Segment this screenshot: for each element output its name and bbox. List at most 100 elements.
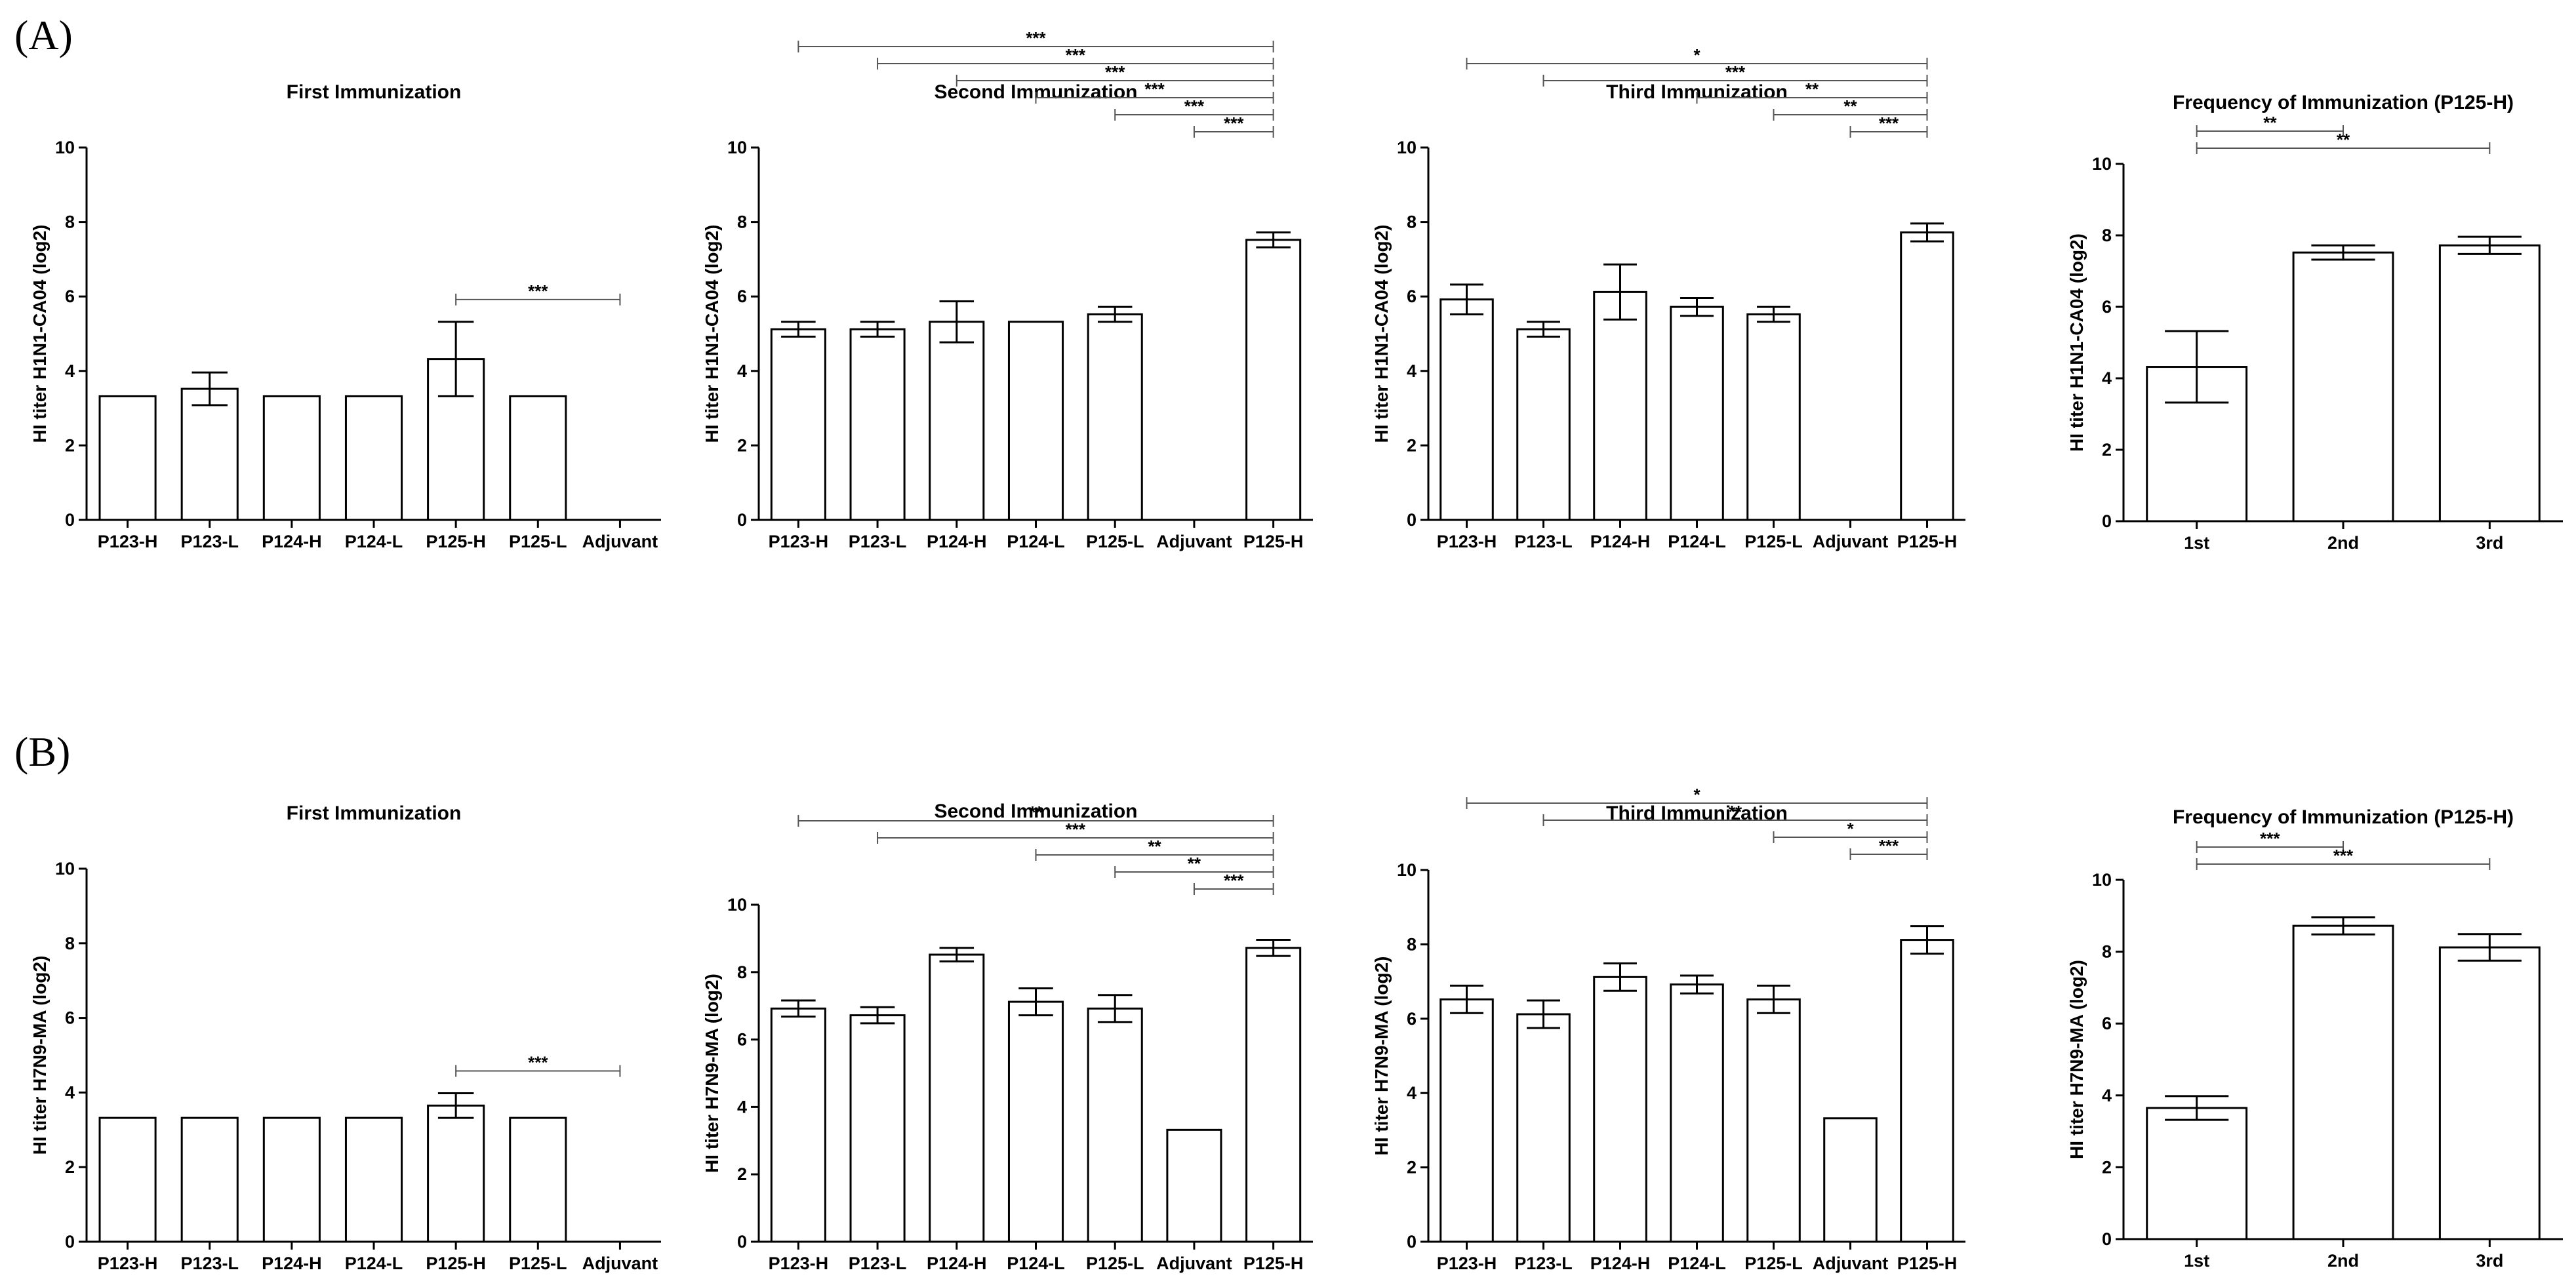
chart-b4-bar <box>2146 1107 2248 1240</box>
chart-b1-ytick-label: 2 <box>65 1157 75 1177</box>
chart-b3-bar <box>1593 976 1647 1243</box>
chart-a2-bar <box>849 328 906 521</box>
chart-a4-sig-label: ** <box>2337 130 2350 149</box>
chart-a2-sig-label: *** <box>1184 96 1205 116</box>
chart-a2-sig-label: *** <box>1026 28 1046 48</box>
chart-a4-xtick-label: 2nd <box>2327 533 2359 553</box>
chart-b3-xtick-label: P123-L <box>1514 1254 1573 1273</box>
chart-b1-ytick-label: 10 <box>55 859 75 879</box>
chart-b2-xtick-label: P125-L <box>1086 1254 1144 1273</box>
chart-a3-sig-label: ** <box>1843 96 1857 116</box>
chart-a4-xtick-label: 1st <box>2184 533 2209 553</box>
chart-b2-bar <box>849 1014 906 1243</box>
chart-a2-ytick-label: 4 <box>737 361 747 381</box>
chart-b2-bar <box>1007 1000 1064 1243</box>
chart-b2-sig-label: *** <box>1224 871 1244 890</box>
chart-b1-bar <box>180 1117 239 1243</box>
chart-a1-bar <box>427 358 485 521</box>
chart-a3-bar <box>1439 298 1494 521</box>
chart-b2-xtick-label: P124-H <box>927 1254 987 1273</box>
chart-b4-ytick-label: 4 <box>2102 1086 2112 1105</box>
chart-b3-bar <box>1516 1013 1571 1243</box>
chart-a1-ytick-label: 6 <box>65 287 75 306</box>
chart-b2-xtick-label: P123-H <box>769 1254 829 1273</box>
chart-a1-xtick-label: P125-L <box>509 532 567 551</box>
chart-b2-ytick-label: 6 <box>737 1030 747 1050</box>
chart-a1-ytick-label: 4 <box>65 361 75 381</box>
chart-b1-xtick-label: P123-H <box>98 1254 158 1273</box>
panel-label-b: (B) <box>14 728 70 775</box>
chart-b4-ytick-label: 10 <box>2092 870 2112 890</box>
chart-b4-title: Frequency of Immunization (P125-H) <box>2173 806 2514 828</box>
chart-b3-ytick-label: 10 <box>1397 860 1417 880</box>
chart-b2-ytick-label: 10 <box>727 895 747 915</box>
chart-b1-ytick-label: 8 <box>65 934 75 953</box>
chart-a2-bar <box>770 328 826 521</box>
chart-a1-xtick-label: P125-H <box>426 532 486 551</box>
chart-b2-sig-label: ** <box>1188 854 1201 873</box>
chart-b2-ylabel: HI titer H7N9-MA (log2) <box>702 974 722 1173</box>
chart-a3-ytick-label: 2 <box>1407 435 1417 455</box>
chart-a1-xtick-label: P124-H <box>262 532 322 551</box>
chart-b3-bar <box>1670 983 1724 1243</box>
chart-a3-ytick-label: 8 <box>1407 212 1417 232</box>
chart-a2-sig-label: *** <box>1066 45 1086 65</box>
chart-b3-bar <box>1823 1117 1878 1243</box>
chart-b1-xtick-label: P123-L <box>180 1254 239 1273</box>
chart-b4-sig-label: *** <box>2260 829 2280 848</box>
chart-a3-sig-label: *** <box>1879 113 1899 133</box>
chart-b1-bar <box>262 1117 321 1243</box>
chart-a3-xtick-label: P123-H <box>1437 532 1497 551</box>
chart-b2-bar <box>929 953 985 1243</box>
chart-a2-xtick-label: P124-H <box>927 532 987 551</box>
chart-a4-title: Frequency of Immunization (P125-H) <box>2173 92 2514 113</box>
chart-a2-sig-label: *** <box>1105 62 1125 82</box>
chart-a1-xtick-label: P124-L <box>345 532 403 551</box>
chart-b4-xtick-label: 2nd <box>2327 1251 2359 1271</box>
chart-a2-bar <box>1245 239 1302 521</box>
chart-a2-ytick-label: 6 <box>737 287 747 306</box>
chart-b4-ytick-label: 0 <box>2102 1229 2112 1249</box>
chart-a1-bar <box>98 395 157 521</box>
chart-a2-sig-label: *** <box>1144 79 1165 99</box>
chart-a2-xtick-label: P124-L <box>1007 532 1065 551</box>
chart-a3-xtick-label: P124-L <box>1668 532 1726 551</box>
chart-a2-bar <box>929 321 985 521</box>
chart-a4-ytick-label: 8 <box>2102 226 2112 245</box>
chart-a1-ylabel: HI titer H1N1-CA04 (log2) <box>30 225 50 443</box>
chart-a2-bar <box>1007 321 1064 521</box>
chart-a1-title: First Immunization <box>287 81 462 103</box>
chart-a4-ytick-label: 2 <box>2102 440 2112 460</box>
chart-b4-sig-label: *** <box>2333 846 2354 865</box>
chart-b2-ytick-label: 0 <box>737 1232 747 1252</box>
chart-b1-xtick-label: Adjuvant <box>582 1254 658 1273</box>
chart-b3-sig-label: ** <box>1729 802 1742 821</box>
chart-b4-ylabel: HI titer H7N9-MA (log2) <box>2066 960 2087 1159</box>
chart-b2-xtick-label: P125-H <box>1243 1254 1304 1273</box>
chart-b3-ytick-label: 6 <box>1407 1009 1417 1029</box>
chart-b3-bar <box>1746 998 1801 1243</box>
chart-a3-bar <box>1516 328 1571 521</box>
chart-a1-bar <box>262 395 321 521</box>
chart-b2-ytick-label: 4 <box>737 1097 747 1117</box>
chart-a4-sig-label: ** <box>2263 113 2277 132</box>
chart-a3-ytick-label: 0 <box>1407 510 1417 530</box>
chart-b2-xtick-label: P124-L <box>1007 1254 1065 1273</box>
chart-a3-ytick-label: 6 <box>1407 287 1417 306</box>
chart-a2-xtick-label: P125-H <box>1243 532 1304 551</box>
chart-b3-xtick-label: P124-L <box>1668 1254 1726 1273</box>
chart-b4-ytick-label: 8 <box>2102 942 2112 962</box>
chart-a2-xtick-label: P123-H <box>769 532 829 551</box>
chart-b1-ytick-label: 6 <box>65 1008 75 1028</box>
chart-b3-bar <box>1900 939 1954 1243</box>
chart-a1-xtick-label: P123-H <box>98 532 158 551</box>
panel-label-a: (A) <box>14 12 73 58</box>
chart-b1-ytick-label: 0 <box>65 1232 75 1252</box>
chart-b2-title: Second Immunization <box>934 801 1137 822</box>
chart-a2-xtick-label: P123-L <box>849 532 907 551</box>
chart-b2-bar <box>1087 1007 1143 1243</box>
chart-b2-ytick-label: 8 <box>737 962 747 982</box>
chart-a2-ytick-label: 0 <box>737 510 747 530</box>
chart-a1-xtick-label: P123-L <box>180 532 239 551</box>
chart-b1-bar <box>98 1117 157 1243</box>
